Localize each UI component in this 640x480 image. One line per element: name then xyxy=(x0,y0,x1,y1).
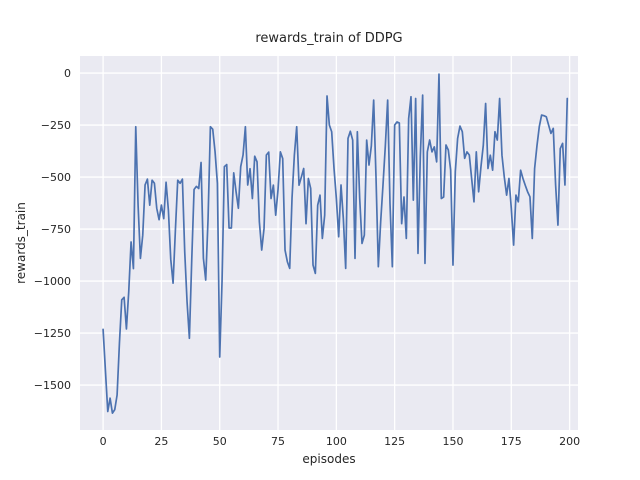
x-axis-label: episodes xyxy=(302,452,356,466)
x-tick-label: 200 xyxy=(559,435,581,448)
x-tick-label: 175 xyxy=(500,435,522,448)
x-tick-label: 50 xyxy=(212,435,227,448)
x-tick-label: 25 xyxy=(154,435,169,448)
y-tick-label: −1500 xyxy=(33,378,71,392)
chart-title: rewards_train of DDPG xyxy=(255,31,403,46)
y-tick-label: −1000 xyxy=(33,274,71,288)
x-tick-label: 150 xyxy=(442,435,464,448)
y-axis-label: rewards_train xyxy=(14,202,28,284)
y-tick-label: −250 xyxy=(40,118,71,132)
data-line-rewards_train xyxy=(102,73,569,414)
y-tick-label: −500 xyxy=(40,170,71,184)
y-tick-label: 0 xyxy=(64,66,71,80)
x-tick-label: 100 xyxy=(325,435,347,448)
x-tick-label: 75 xyxy=(271,435,286,448)
y-tick-label: −750 xyxy=(40,222,71,236)
x-tick-label: 0 xyxy=(99,435,107,448)
y-tick-label: −1250 xyxy=(33,326,71,340)
x-tick-label: 125 xyxy=(384,435,406,448)
